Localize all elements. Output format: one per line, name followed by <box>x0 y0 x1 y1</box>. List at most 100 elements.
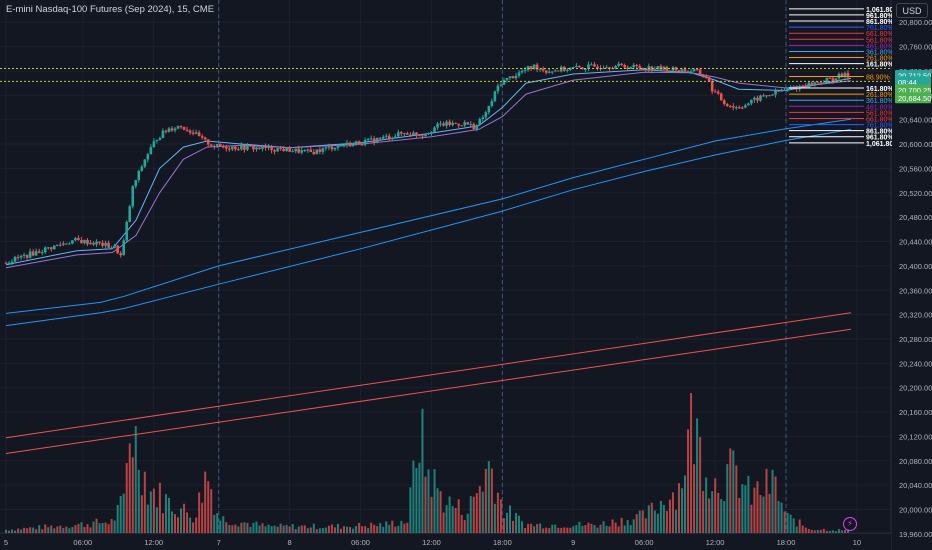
volume-bar <box>312 523 315 533</box>
candle-body <box>403 133 406 135</box>
volume-bar <box>729 448 732 533</box>
volume-bar <box>542 528 545 533</box>
volume-bar <box>460 514 463 533</box>
candle-body <box>354 141 358 143</box>
candle-body <box>40 252 44 254</box>
candle-body <box>13 256 17 262</box>
candle-body <box>270 146 273 151</box>
price-tick-label: 19,960.00 <box>899 530 932 539</box>
candle-body <box>605 67 608 69</box>
candle-body <box>80 240 83 244</box>
candle-body <box>170 128 174 131</box>
volume-bar <box>222 516 225 533</box>
volume-bar <box>424 476 427 533</box>
volume-bar <box>394 526 397 533</box>
candle-body <box>572 67 575 69</box>
candle-body <box>255 147 258 150</box>
candle-body <box>406 133 409 135</box>
volume-bar <box>702 491 705 533</box>
candle-body <box>98 241 101 243</box>
volume-bar <box>20 529 23 533</box>
candlesticks <box>4 61 850 266</box>
candle-body <box>520 71 524 73</box>
price-label-text: 20,684.50 <box>898 94 931 103</box>
candle-body <box>342 145 346 147</box>
fib-level-label: 361.80% <box>866 98 894 105</box>
volume-bar <box>801 525 804 533</box>
candle-body <box>514 75 518 79</box>
flash-icon[interactable]: ⚡ <box>843 517 857 531</box>
volume-bar <box>306 528 309 533</box>
volume-bar <box>186 512 189 533</box>
volume-bar <box>545 527 548 533</box>
candle-body <box>348 142 352 147</box>
volume-bar <box>80 522 83 533</box>
volume-bar <box>29 527 32 533</box>
candle-body <box>457 123 460 126</box>
volume-bar <box>521 521 524 533</box>
volume-bar <box>822 528 825 533</box>
candle-body <box>433 127 436 132</box>
time-axis[interactable]: 5 06:00 12:00 7 8 06:00 12:00 18:00 9 06:00 12:00 1… <box>0 534 891 550</box>
candle-body <box>756 97 759 101</box>
volume-bar <box>825 530 828 533</box>
candle-body <box>707 77 711 82</box>
volume-bar <box>481 491 484 533</box>
candle-body <box>430 131 433 134</box>
candle-body <box>590 64 593 66</box>
candle-body <box>339 145 343 147</box>
time-tick-label: 5 <box>4 538 8 547</box>
time-tick-label: 9 <box>571 538 575 547</box>
currency-button[interactable]: USD <box>896 3 928 18</box>
candle-body <box>378 137 382 139</box>
volume-bar <box>502 518 505 533</box>
volume-bar <box>798 519 801 533</box>
candle-body <box>801 86 805 88</box>
volume-bar <box>548 528 551 533</box>
volume-bar <box>834 531 837 533</box>
candle-body <box>83 239 86 244</box>
volume-bar <box>234 524 237 533</box>
candle-body <box>264 146 267 149</box>
fib-level-label: 88.90% <box>866 74 890 81</box>
price-label-text: 20,712.50 <box>898 72 931 81</box>
candle-body <box>188 130 192 133</box>
volume-bar <box>137 469 140 533</box>
volume-bar <box>717 492 720 533</box>
volume-bar <box>632 519 635 533</box>
moving-average-line <box>5 118 852 314</box>
volume-bar <box>47 527 50 533</box>
candle-body <box>593 64 596 67</box>
volume-bar <box>336 523 339 533</box>
volume-bar <box>343 526 345 533</box>
volume-bar <box>122 493 125 533</box>
volume-bar <box>593 525 596 533</box>
candle-body <box>713 91 717 93</box>
volume-bar <box>358 522 361 533</box>
volume-bar <box>285 524 288 533</box>
candle-body <box>122 240 125 256</box>
price-tick-label: 20,320.00 <box>899 311 932 320</box>
candle-body <box>427 133 430 135</box>
candle-body <box>804 86 808 88</box>
volume-bar <box>451 506 454 533</box>
volume-bar <box>219 520 222 533</box>
volume-bar <box>738 497 741 533</box>
candle-body <box>52 245 56 250</box>
volume-bar <box>681 488 683 533</box>
volume-bar <box>530 523 533 533</box>
candle-body <box>846 72 850 78</box>
volume-bar <box>768 493 771 533</box>
candle-body <box>237 149 240 151</box>
volume-bars <box>5 393 849 533</box>
volume-bar <box>611 519 614 533</box>
volume-bar <box>349 527 352 533</box>
volume-bar <box>276 526 279 533</box>
volume-bar <box>107 524 110 533</box>
candle-body <box>191 132 195 134</box>
candle-body <box>448 121 451 126</box>
candle-body <box>701 74 705 76</box>
